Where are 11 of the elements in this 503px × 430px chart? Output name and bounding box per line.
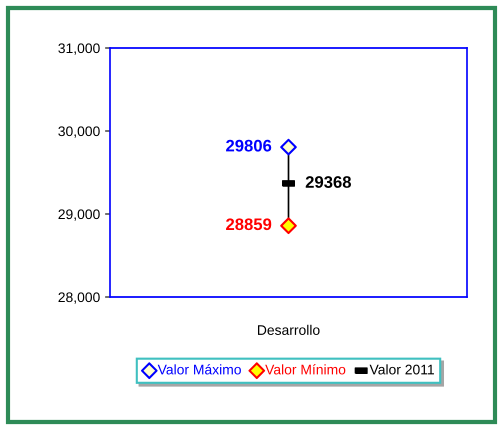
data-label: 29806: [226, 140, 272, 152]
y-tick-label: 29,000: [58, 209, 100, 221]
y-tick-label: 31,000: [58, 43, 100, 55]
data-label: 29368: [306, 176, 351, 188]
legend-label: Valor Mínimo: [265, 364, 346, 374]
y-tick-label: 30,000: [58, 126, 100, 138]
x-tick-label: Desarrollo: [258, 324, 320, 335]
data-label: 28859: [226, 218, 272, 230]
legend-label: Valor Máximo: [158, 364, 241, 374]
legend-label: Valor 2011: [370, 364, 434, 374]
y-tick-label: 28,000: [58, 292, 100, 304]
